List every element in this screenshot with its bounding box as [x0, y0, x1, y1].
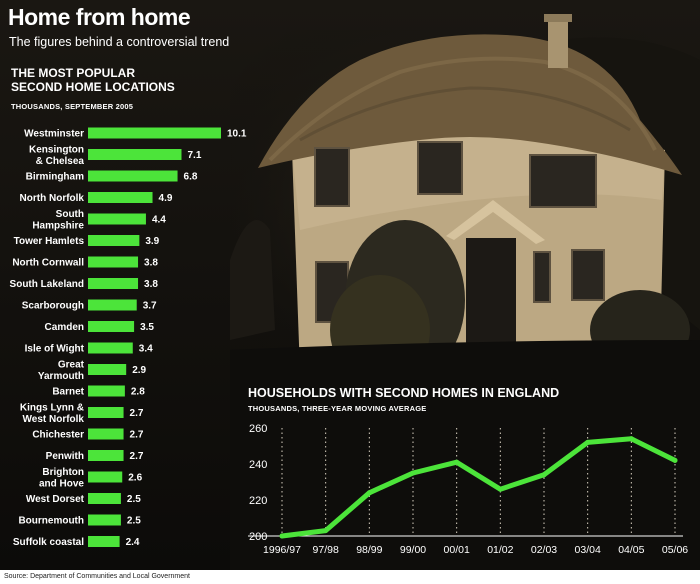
source-note: Source: Department of Communities and Lo…: [4, 573, 190, 580]
bar: [88, 213, 146, 225]
value-label: 3.4: [139, 344, 153, 355]
bar-chart-title: THE MOST POPULAR SECOND HOME LOCATIONS: [11, 66, 175, 94]
bar: [88, 514, 121, 526]
category-label: Bournemouth: [18, 516, 84, 527]
bar: [88, 450, 124, 461]
category-label: Kensington & Chelsea: [29, 145, 84, 168]
data-point: [672, 457, 678, 463]
value-label: 2.7: [130, 451, 144, 462]
y-tick-label: 240: [249, 459, 267, 471]
line-chart-unit: THOUSANDS, THREE-YEAR MOVING AVERAGE: [248, 404, 427, 413]
bar: [88, 428, 124, 440]
bar: [88, 407, 124, 418]
y-tick-label: 260: [249, 423, 267, 435]
category-label: North Cornwall: [12, 258, 84, 269]
bar: [88, 493, 121, 504]
bar: [88, 235, 140, 246]
value-label: 2.4: [126, 537, 140, 548]
value-label: 4.9: [159, 193, 173, 204]
bar-chart: Westminster 10.1 Kensington & Chelsea 7.1 Bir…: [10, 127, 247, 548]
page-subtitle: The figures behind a controversial trend: [9, 35, 230, 49]
bar: [88, 321, 135, 332]
category-label: South Hampshire: [32, 209, 84, 232]
data-point: [323, 528, 329, 534]
value-label: 3.8: [144, 279, 158, 290]
line-chart-title: HOUSEHOLDS WITH SECOND HOMES IN ENGLAND: [248, 386, 560, 400]
value-label: 3.9: [145, 236, 159, 247]
bar-chart-title-line2: SECOND HOME LOCATIONS: [11, 80, 175, 94]
data-point: [585, 439, 591, 445]
bar: [88, 342, 133, 354]
x-tick-label: 97/98: [313, 544, 339, 556]
category-label: Westminster: [24, 129, 84, 140]
data-point: [454, 459, 460, 465]
value-label: 2.7: [130, 408, 144, 419]
x-tick-label: 1996/97: [263, 544, 301, 556]
bar: [88, 256, 139, 268]
x-tick-label: 00/01: [444, 544, 470, 556]
category-label: Camden: [45, 322, 84, 333]
data-point: [628, 436, 634, 442]
value-label: 7.1: [187, 150, 201, 161]
data-point: [279, 533, 285, 539]
bar: [88, 385, 125, 397]
x-tick-label: 98/99: [356, 544, 382, 556]
value-label: 3.7: [143, 301, 157, 312]
data-point: [541, 472, 547, 478]
data-point: [410, 470, 416, 476]
bar: [88, 127, 221, 139]
category-label: Tower Hamlets: [14, 236, 85, 247]
category-label: North Norfolk: [20, 193, 85, 204]
bar: [88, 278, 139, 289]
infographic-frame: Home from home The figures behind a cont…: [0, 0, 700, 570]
category-label: Scarborough: [22, 301, 84, 312]
bar: [88, 364, 127, 375]
value-label: 2.7: [130, 430, 144, 441]
value-label: 4.4: [152, 215, 166, 226]
category-label: Suffolk coastal: [13, 537, 84, 548]
value-label: 2.5: [127, 494, 141, 505]
bar-chart-title-line1: THE MOST POPULAR: [11, 66, 136, 80]
category-label: Penwith: [46, 451, 84, 462]
bar: [88, 299, 137, 311]
data-point: [497, 486, 503, 492]
data-point: [366, 490, 372, 496]
value-label: 2.9: [132, 365, 146, 376]
category-label: West Dorset: [26, 494, 85, 505]
series-line: [279, 436, 678, 539]
page-title: Home from home: [8, 4, 191, 30]
bar: [88, 536, 120, 547]
category-label: Isle of Wight: [25, 344, 85, 355]
x-tick-label: 02/03: [531, 544, 557, 556]
category-label: Kings Lynn & West Norfolk: [20, 403, 85, 426]
x-tick-label: 99/00: [400, 544, 426, 556]
value-label: 3.8: [144, 258, 158, 269]
x-tick-label: 01/02: [487, 544, 513, 556]
y-tick-label: 200: [249, 531, 267, 543]
value-label: 2.8: [131, 387, 145, 398]
category-label: Birmingham: [26, 172, 84, 183]
line-chart: 1996/97 97/98 98/99 99/00 00/01 01/02 02/03 03/…: [248, 423, 688, 556]
category-label: Barnet: [52, 387, 84, 398]
bar-chart-unit: THOUSANDS, SEPTEMBER 2005: [11, 102, 134, 111]
bar: [88, 149, 182, 160]
x-tick-label: 05/06: [662, 544, 688, 556]
value-label: 6.8: [184, 172, 198, 183]
category-label: South Lakeland: [10, 279, 84, 290]
value-label: 10.1: [227, 129, 247, 140]
bar: [88, 192, 153, 203]
value-label: 2.6: [128, 473, 142, 484]
cottage-photo: [0, 0, 700, 570]
value-label: 3.5: [140, 322, 154, 333]
category-label: Chichester: [32, 430, 84, 441]
y-tick-label: 220: [249, 495, 267, 507]
x-tick-label: 04/05: [618, 544, 644, 556]
bar: [88, 170, 178, 182]
category-label: Brighton and Hove: [39, 467, 84, 490]
bar: [88, 471, 123, 483]
x-tick-label: 03/04: [575, 544, 601, 556]
category-label: Great Yarmouth: [38, 360, 85, 383]
value-label: 2.5: [127, 516, 141, 527]
